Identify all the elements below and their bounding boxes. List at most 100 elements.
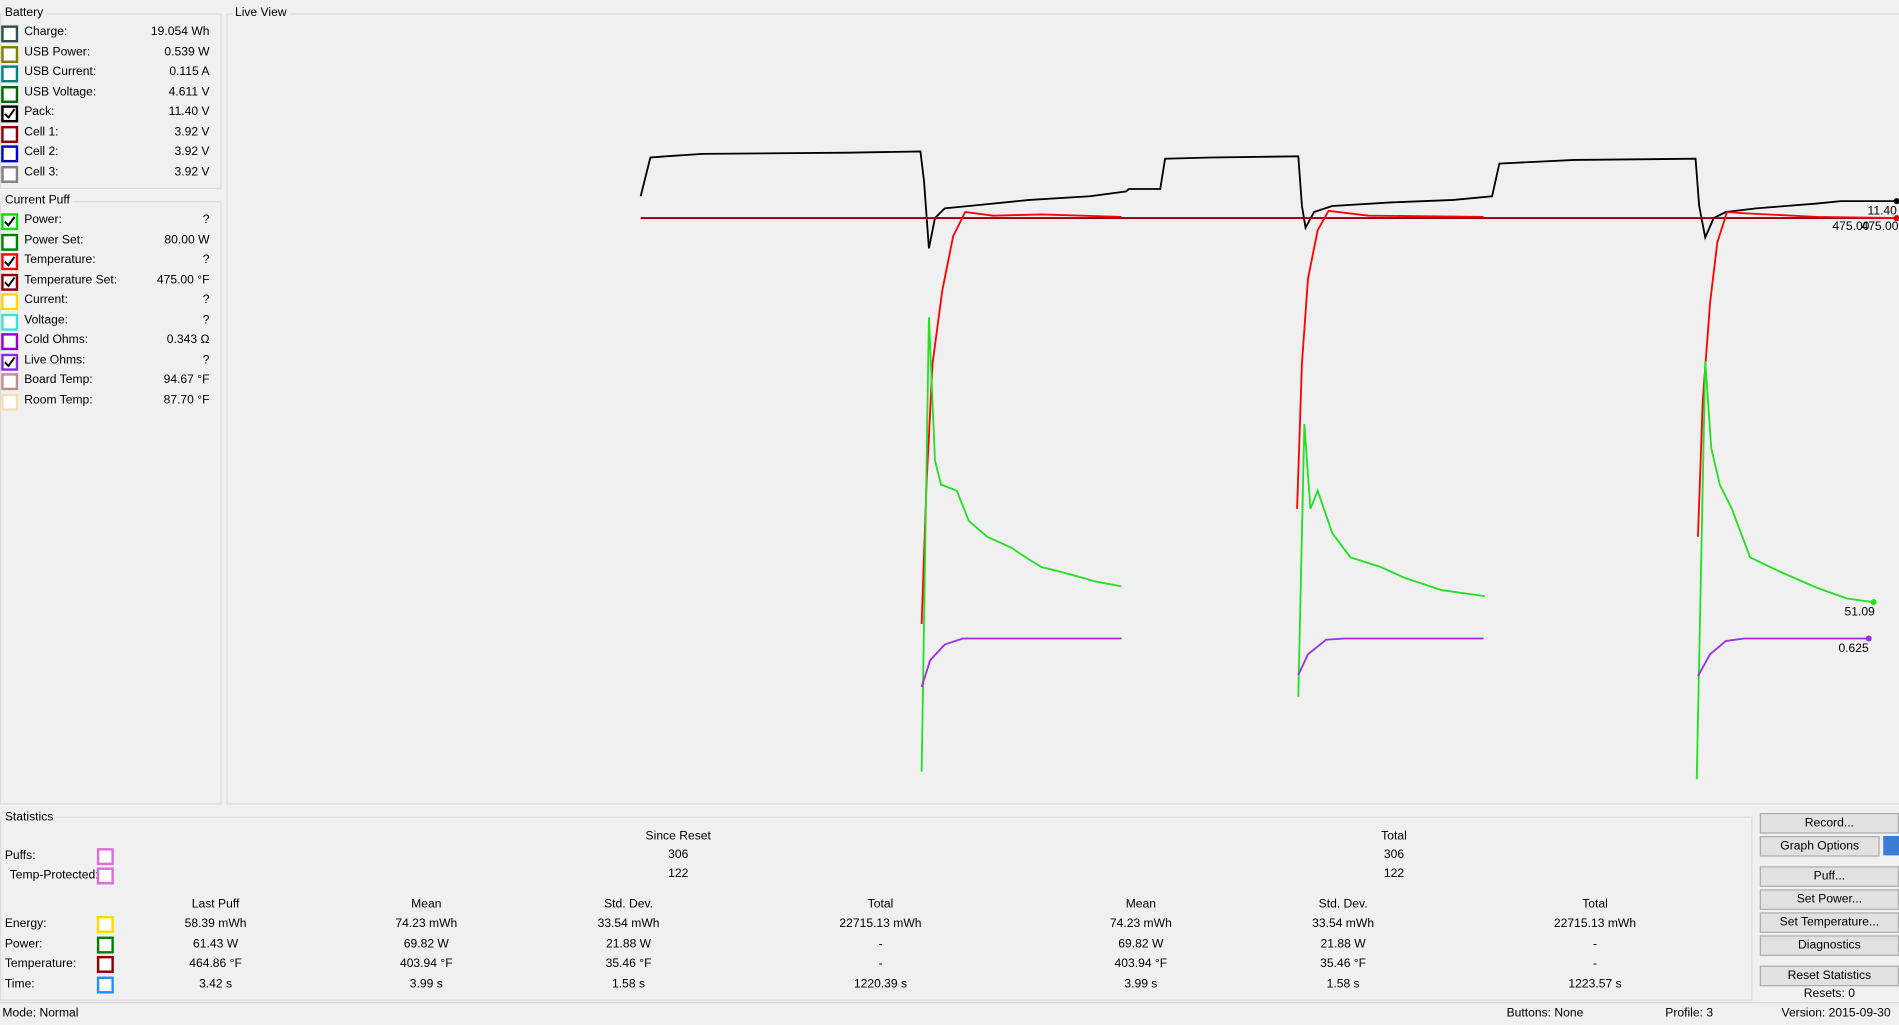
row-label: USB Voltage: [24, 85, 97, 99]
stat-value: 33.54 mWh [597, 917, 660, 931]
row-value: ? [202, 253, 210, 267]
checkbox[interactable] [96, 867, 114, 885]
button[interactable]: Graph Options [1759, 836, 1880, 857]
stat-value: - [1592, 937, 1598, 951]
checkbox[interactable] [96, 936, 114, 954]
row-value: 3.92 V [174, 145, 210, 159]
group-header: Total [1381, 829, 1407, 844]
row-label: Cell 1: [24, 125, 59, 139]
stat-value: 74.23 mWh [395, 917, 458, 931]
row-value: ? [202, 353, 210, 367]
end-label: 0.625 [1838, 641, 1869, 655]
end-label: 11.40 [1868, 203, 1898, 217]
check-mark [4, 356, 16, 367]
live-ohms-trace [1297, 637, 1484, 676]
button[interactable]: Reset Statistics [1759, 965, 1899, 987]
row-value: 0.539 W [164, 45, 210, 59]
stat-value: 22715.13 mWh [1553, 917, 1637, 931]
status-version: Version: 2015-09-30 [1781, 1006, 1891, 1021]
button[interactable]: Set Temperature... [1759, 912, 1899, 933]
status-separator [0, 1001, 1899, 1004]
power-trace [1695, 360, 1874, 780]
checkbox[interactable] [1, 393, 19, 411]
column-header: Std. Dev. [1318, 897, 1368, 912]
checkbox[interactable] [1, 373, 19, 391]
check-mark [4, 216, 16, 227]
checkbox[interactable] [1, 333, 19, 351]
row-value: 80.00 W [164, 233, 210, 247]
temperature-trace [1697, 211, 1897, 537]
column-header: Last Puff [191, 897, 240, 912]
stat-value: - [1592, 957, 1598, 971]
row-label: USB Current: [24, 65, 97, 79]
checkbox[interactable] [1, 65, 19, 83]
checkbox[interactable] [1, 273, 19, 291]
checkbox[interactable] [1, 313, 19, 331]
checkbox[interactable] [1, 45, 19, 63]
stat-value: 1.58 s [612, 977, 646, 992]
stat-value: 3.42 s [199, 977, 233, 992]
checkbox[interactable] [1, 353, 19, 371]
stat-value: 35.46 °F [605, 957, 652, 971]
checkbox[interactable] [1, 25, 19, 43]
checkbox[interactable] [96, 956, 114, 974]
row-label: Live Ohms: [24, 353, 86, 367]
row-value: 0.115 A [169, 65, 210, 79]
checkbox[interactable] [1, 165, 19, 183]
resets-label: Resets: 0 [1803, 987, 1855, 1001]
row-value: 475.00 °F [156, 273, 210, 287]
row-value: ? [202, 213, 210, 227]
stat-value: - [878, 957, 883, 971]
button[interactable]: Puff... [1759, 866, 1899, 887]
checkbox[interactable] [1, 145, 19, 163]
stat-value: 22715.13 mWh [839, 917, 922, 931]
checkbox[interactable] [96, 848, 114, 866]
stat-value: 403.94 °F [399, 957, 453, 971]
stat-value: 35.46 °F [1320, 957, 1367, 971]
checkbox[interactable] [1, 213, 19, 231]
row-label: Temperature: [24, 253, 96, 267]
end-label: 475.00 [1832, 219, 1869, 233]
graph-toggle-icon[interactable] [1883, 836, 1899, 856]
end-dot [1865, 635, 1872, 642]
checkbox[interactable] [1, 105, 19, 123]
checkbox[interactable] [96, 976, 114, 994]
temperature-trace [920, 211, 1122, 625]
checkbox[interactable] [96, 915, 114, 933]
button[interactable]: Set Power... [1759, 889, 1899, 910]
row-label: Pack: [24, 105, 55, 119]
end-dot [1893, 198, 1899, 205]
column-header: Mean [411, 897, 442, 912]
stat-value: 58.39 mWh [184, 917, 247, 931]
checkbox[interactable] [1, 293, 19, 311]
end-dot [1893, 215, 1899, 222]
row-label: USB Power: [24, 45, 91, 59]
count-label: Temp-Protected: [9, 868, 99, 883]
button[interactable]: Diagnostics [1759, 935, 1899, 956]
row-value: 0.343 Ω [166, 333, 210, 347]
group-header: Since Reset [645, 829, 711, 844]
battery-group [0, 13, 222, 190]
check-mark [4, 108, 16, 120]
count-value: 122 [668, 867, 689, 881]
count-value: 122 [1383, 867, 1405, 881]
live-ohms-trace [920, 637, 1122, 688]
count-label: Puffs: [4, 849, 36, 863]
stat-value: 21.88 W [1320, 937, 1366, 951]
row-label: Current: [24, 293, 68, 307]
stat-value: 1.58 s [1326, 977, 1360, 992]
check-mark [4, 256, 16, 267]
count-value: 306 [1383, 848, 1405, 862]
row-value: 19.054 Wh [150, 25, 210, 39]
button[interactable]: Record... [1759, 812, 1899, 834]
checkbox[interactable] [1, 233, 19, 251]
checkbox[interactable] [1, 125, 19, 143]
end-label: 51.09 [1845, 604, 1876, 618]
checkbox[interactable] [1, 253, 19, 271]
checkbox[interactable] [1, 85, 19, 103]
column-header: Total [1582, 897, 1608, 912]
row-value: 87.70 °F [163, 393, 210, 407]
stat-value: 33.54 mWh [1312, 917, 1375, 931]
